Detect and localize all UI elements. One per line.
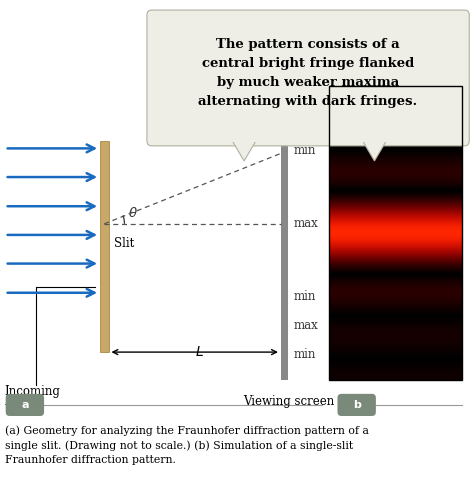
Text: b: b [353, 400, 361, 410]
Text: min: min [293, 348, 316, 361]
Bar [281, 86, 288, 380]
Polygon shape [363, 141, 386, 161]
Text: min: min [293, 144, 316, 157]
FancyBboxPatch shape [147, 10, 469, 146]
Bar [100, 141, 109, 352]
FancyBboxPatch shape [337, 394, 376, 416]
Text: Slit: Slit [114, 237, 135, 250]
Polygon shape [232, 141, 256, 161]
Text: max: max [293, 116, 319, 129]
Text: Incoming
wave: Incoming wave [5, 385, 61, 414]
FancyBboxPatch shape [6, 394, 44, 416]
Text: (a) Geometry for analyzing the Fraunhofer diffraction pattern of a
single slit. : (a) Geometry for analyzing the Fraunhofe… [5, 425, 369, 465]
Text: max: max [293, 319, 319, 332]
Text: max: max [293, 217, 319, 230]
Text: min: min [293, 87, 316, 100]
Text: The pattern consists of a
central bright fringe flanked
by much weaker maxima
al: The pattern consists of a central bright… [199, 38, 418, 108]
Text: Viewing screen: Viewing screen [244, 395, 335, 408]
Text: $\theta$: $\theta$ [128, 206, 137, 220]
Text: a: a [21, 400, 28, 410]
Text: $L$: $L$ [195, 345, 203, 359]
Text: min: min [293, 290, 316, 303]
Bar [329, 86, 462, 380]
